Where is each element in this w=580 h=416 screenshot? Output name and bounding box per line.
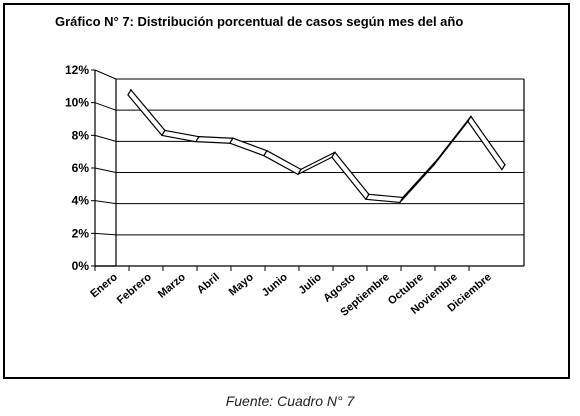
series-ribbon-segment [433,115,472,166]
chart-frame [3,3,570,379]
x-tick-label: Febrero [115,271,154,307]
side-wall-gridline [94,134,117,142]
data-point [300,168,302,171]
side-wall-gridline [94,167,117,173]
data-point [334,151,336,154]
x-tick-label: Marzo [156,271,188,301]
data-point [368,193,370,196]
series-ribbon-segment [263,150,302,175]
data-point [402,196,404,199]
y-tick-label: 10% [65,96,89,110]
side-wall-gridline [94,200,117,205]
figure-caption: Fuente: Cuadro N° 7 [225,393,355,409]
x-tick-label: Abril [195,271,222,296]
side-wall-gridline [94,232,117,236]
x-tick-label: Mayo [227,271,256,298]
data-point [436,159,438,161]
series-ribbon-segment [467,115,506,171]
series-ribbon-segment [195,136,234,144]
data-point [130,89,132,91]
series-ribbon-segment [365,193,404,204]
side-wall-gridline [94,102,117,111]
y-tick-label: 12% [65,63,89,77]
y-tick-label: 8% [72,128,90,142]
data-point [198,135,200,138]
y-tick-label: 4% [72,194,90,208]
series-ribbon-segment [331,151,370,200]
data-point [232,137,234,140]
x-tick-label: Julio [297,271,325,297]
series-ribbon-segment [161,129,200,143]
data-point [164,129,166,132]
y-tick-label: 0% [72,259,90,273]
y-tick-label: 2% [72,226,90,240]
data-point [470,115,472,118]
series-ribbon-segment [127,89,166,137]
y-tick-label: 6% [72,161,90,175]
chart-title: Gráfico N° 7: Distribución porcentual de… [55,14,464,29]
data-point [266,149,268,152]
data-point [504,163,506,166]
x-tick-label: Junio [260,271,290,299]
series-ribbon-segment [399,159,438,204]
side-wall-gridline [94,69,117,80]
series-ribbon-segment [297,151,336,175]
